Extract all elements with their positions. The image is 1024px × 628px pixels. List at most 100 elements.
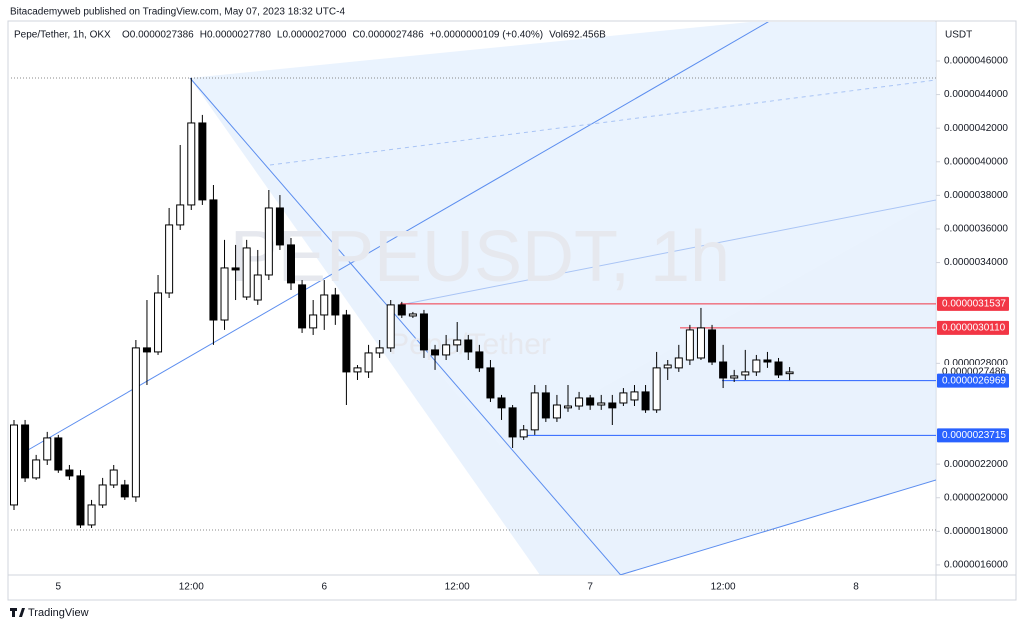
y-tick-label: 0.0000044000 [944,89,1008,100]
y-tick-label: 0.0000040000 [944,156,1008,167]
candle-body [663,364,672,369]
candle-body [375,347,384,354]
candle-body [674,357,683,369]
candle-body [364,352,373,373]
candle-body [253,274,262,301]
y-tick-label: 0.0000020000 [944,492,1008,503]
header-value: O0.0000027386 [122,30,194,41]
candle-body [541,392,550,419]
brand-logo: TradingView [10,607,89,619]
candle-body [696,327,705,359]
y-tick-label: 0.0000042000 [944,123,1008,134]
candle-body [220,267,229,321]
candle-body [353,367,362,373]
candle-body [575,397,584,407]
candle-body [154,292,163,353]
candle-body [763,359,772,363]
y-axis-label: USDT [945,30,972,41]
candle-body [641,391,650,411]
candle-body [630,391,639,401]
candle-body [65,469,74,477]
candle-body [43,437,52,461]
candle-body [597,402,606,406]
price-label: 0.0000031537 [942,299,1006,310]
price-label: 0.0000030110 [942,323,1006,334]
candle-body [320,294,329,316]
candle-body [331,294,340,316]
candle-body [242,247,251,298]
candle-body [10,424,18,506]
y-tick-label: 0.0000046000 [944,56,1008,67]
candle-body [719,361,728,379]
x-tick-label: 6 [321,582,327,593]
candle-body [785,371,794,375]
candle-body [98,484,107,506]
drawings [9,22,936,575]
candle-body [552,404,561,419]
candle-body [774,361,783,376]
price-label: 0.0000026969 [942,375,1006,386]
candle-body [120,484,129,498]
x-tick-label: 7 [587,582,593,593]
candle-body [142,347,151,353]
candle-body [741,371,750,376]
candle-body [231,267,240,271]
candle-body [386,304,395,349]
candle-body [165,224,174,294]
x-tick-label: 5 [56,582,62,593]
y-tick-label: 0.0000038000 [944,190,1008,201]
candle-body [475,351,484,369]
fork-upper-zone [190,22,936,445]
trend-line [27,22,769,451]
symbol: Pepe/Tether, 1h, OKX [14,30,111,41]
x-tick-label: 12:00 [445,582,470,593]
candle-body [442,344,451,356]
candles [10,77,794,528]
candle-body [187,122,196,206]
y-tick-label: 0.0000016000 [944,560,1008,571]
brand: TradingView [28,607,89,619]
published-line: Bitacademyweb published on TradingView.c… [10,7,345,18]
candle-body [131,347,140,498]
header-value: Vol692.456B [549,30,606,41]
price-label-box [937,296,1009,311]
fork-handle [189,77,622,575]
candle-body [109,469,118,486]
candle-body [397,304,406,316]
price-label: 0.0000023715 [942,430,1006,441]
candle-body [32,459,41,479]
candle-body [508,407,517,438]
watermark: PEPEUSDT, 1h [230,217,730,297]
candle-body [685,329,694,361]
candle-body [453,339,462,346]
price-label-box [937,373,1009,388]
price-label-box [937,428,1009,443]
candle-body [54,437,63,471]
candle-body [564,405,572,409]
candle-body [464,339,473,353]
candle-body [586,397,595,406]
candle-body [21,424,30,479]
x-tick-label: 12:00 [711,582,736,593]
y-tick-label: 0.0000034000 [944,257,1008,268]
candle-body [431,349,440,356]
header-value: +0.0000000109 (+0.40%) [430,30,543,41]
y-tick-label: 0.0000022000 [944,459,1008,470]
candle-body [497,397,506,409]
lower-line [619,479,936,575]
candle-body [275,207,284,246]
candle-body [519,429,528,438]
candle-body [752,359,761,373]
candle-body [298,284,307,329]
header-value: C0.0000027486 [352,30,424,41]
candle-body [87,504,96,526]
candle-body [264,207,273,276]
candle-body [530,392,539,431]
candle-body [287,244,295,284]
candle-body [608,402,617,409]
x-tick-label: 8 [853,582,859,593]
lower-parallel [399,199,936,306]
candle-body [209,199,218,321]
candle-body [76,475,85,526]
header-value: H0.0000027780 [200,30,272,41]
